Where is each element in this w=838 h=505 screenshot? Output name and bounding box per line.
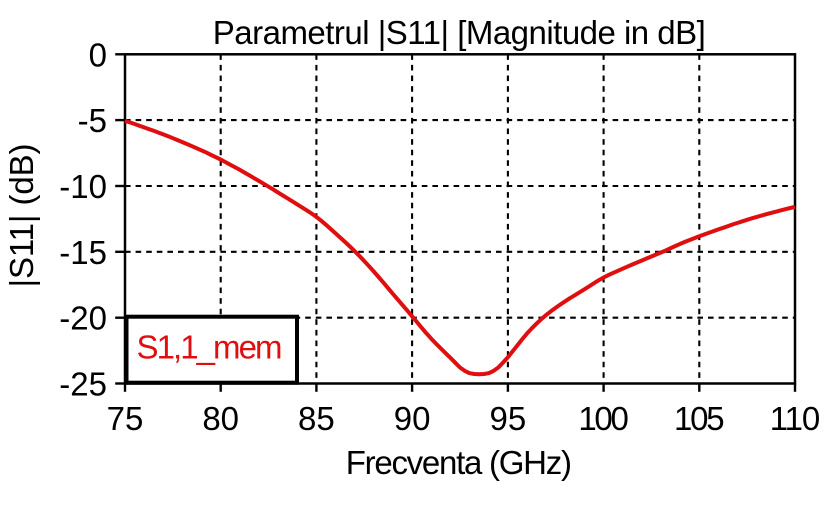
- svg-text:100: 100: [578, 400, 629, 437]
- svg-text:-25: -25: [59, 366, 107, 403]
- svg-text:Parametrul |S11| [Magnitude in: Parametrul |S11| [Magnitude in dB]: [213, 14, 706, 51]
- svg-text:-5: -5: [78, 102, 107, 139]
- svg-text:|S11| (dB): |S11| (dB): [3, 144, 40, 288]
- svg-text:0: 0: [89, 36, 107, 73]
- svg-text:110: 110: [770, 400, 821, 437]
- svg-text:Frecventa (GHz): Frecventa (GHz): [346, 444, 572, 481]
- svg-text:S1,1_mem: S1,1_mem: [137, 328, 283, 365]
- svg-text:95: 95: [490, 400, 527, 437]
- svg-text:105: 105: [674, 400, 725, 437]
- svg-text:85: 85: [298, 400, 335, 437]
- svg-text:90: 90: [394, 400, 431, 437]
- svg-text:-20: -20: [59, 300, 107, 337]
- svg-text:80: 80: [202, 400, 239, 437]
- svg-text:-10: -10: [59, 168, 107, 205]
- svg-text:-15: -15: [59, 234, 107, 271]
- svg-text:75: 75: [107, 400, 144, 437]
